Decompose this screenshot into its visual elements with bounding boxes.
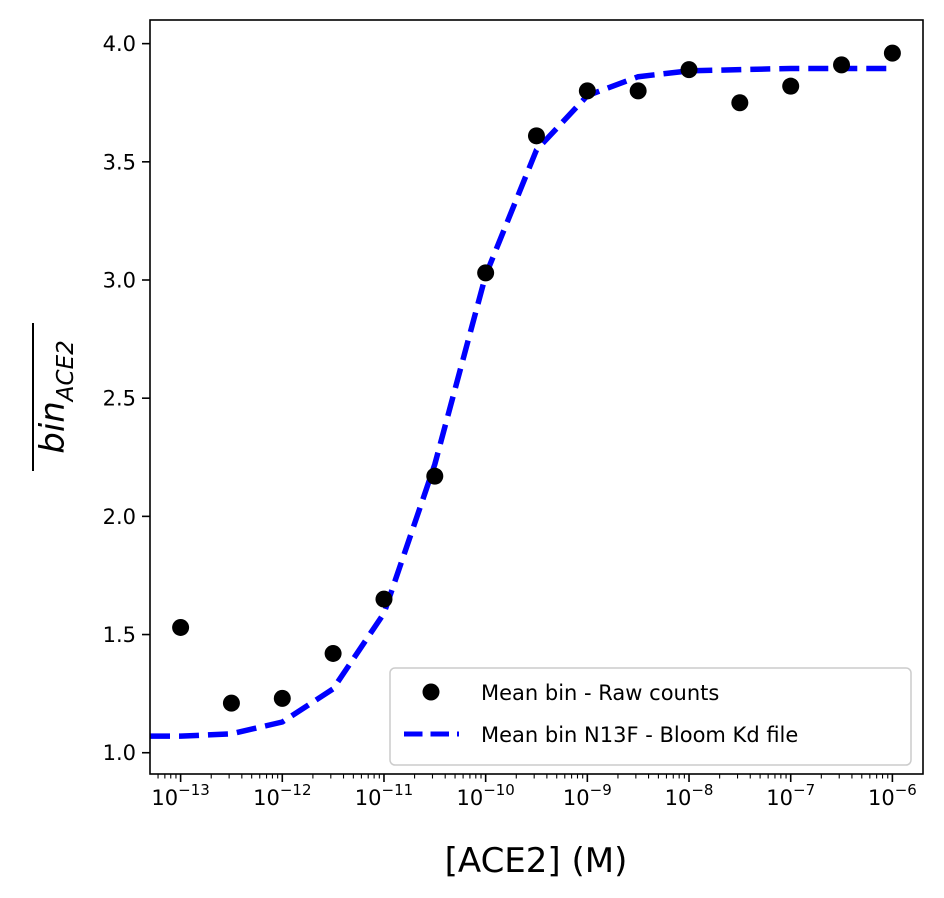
legend: Mean bin - Raw counts Mean bin N13F - Bl… [389, 667, 912, 766]
data-point-7 [527, 127, 545, 145]
x-tick-label-exponent: −12 [280, 781, 312, 799]
data-point-8 [578, 82, 596, 100]
x-tick-label-exponent: −9 [590, 781, 612, 799]
x-tick-label-exponent: −11 [382, 781, 414, 799]
data-point-2 [273, 689, 291, 707]
x-tick-label-6: 10−7 [766, 781, 815, 810]
x-tick-label-base: 10 [355, 786, 382, 810]
data-point-4 [375, 590, 393, 608]
y-tick-label-2: 2.0 [103, 505, 136, 529]
x-tick-label-base: 10 [665, 786, 692, 810]
legend-box [389, 667, 912, 766]
fit-line-bloom-kd [150, 65, 893, 739]
x-axis-label: [ACE2] (M) [445, 841, 628, 881]
data-point-1 [222, 694, 240, 712]
x-tick-label-base: 10 [766, 786, 793, 810]
x-tick-label-2: 10−11 [355, 781, 413, 810]
data-point-13 [833, 56, 851, 74]
y-tick-label-6: 4.0 [103, 32, 136, 56]
data-point-14 [883, 44, 901, 62]
x-tick-label-base: 10 [151, 786, 178, 810]
x-tick-label-exponent: −8 [691, 781, 713, 799]
x-tick-label-0: 10−13 [151, 781, 209, 810]
x-tick-label-exponent: −13 [178, 781, 210, 799]
x-tick-label-exponent: −6 [895, 781, 917, 799]
x-tick-label-exponent: −10 [483, 781, 515, 799]
data-point-12 [782, 77, 800, 95]
data-point-11 [731, 94, 749, 112]
x-tick-label-base: 10 [456, 786, 483, 810]
data-point-6 [477, 264, 495, 282]
x-tick-label-exponent: −7 [793, 781, 815, 799]
x-tick-label-base: 10 [253, 786, 280, 810]
y-tick-label-3: 2.5 [103, 387, 136, 411]
data-point-9 [629, 82, 647, 100]
svg-text:binACE2: binACE2 [33, 340, 79, 454]
data-point-3 [324, 644, 342, 662]
x-tick-label-base: 10 [868, 786, 895, 810]
x-tick-label-1: 10−12 [253, 781, 311, 810]
data-point-0 [172, 618, 190, 636]
y-axis-label-subscript: ACE2 [53, 340, 79, 403]
y-tick-label-4: 3.0 [103, 269, 136, 293]
x-tick-label-base: 10 [563, 786, 590, 810]
x-tick-label-7: 10−6 [868, 781, 917, 810]
y-tick-label-1: 1.5 [103, 623, 136, 647]
legend-label-raw-counts: Mean bin - Raw counts [481, 681, 719, 705]
y-axis-label: binACE2 [32, 323, 79, 471]
x-tick-label-5: 10−8 [665, 781, 714, 810]
data-point-10 [680, 61, 698, 79]
plot-frame [149, 19, 924, 775]
x-tick-label-4: 10−9 [563, 781, 612, 810]
y-tick-label-0: 1.0 [103, 741, 136, 765]
y-axis-label-base: bin [33, 401, 73, 454]
x-tick-label-3: 10−10 [456, 781, 514, 810]
legend-marker-raw-counts [422, 683, 440, 701]
legend-label-bloom-kd: Mean bin N13F - Bloom Kd file [481, 723, 798, 747]
y-tick-label-5: 3.5 [103, 150, 136, 174]
data-point-5 [426, 467, 444, 485]
